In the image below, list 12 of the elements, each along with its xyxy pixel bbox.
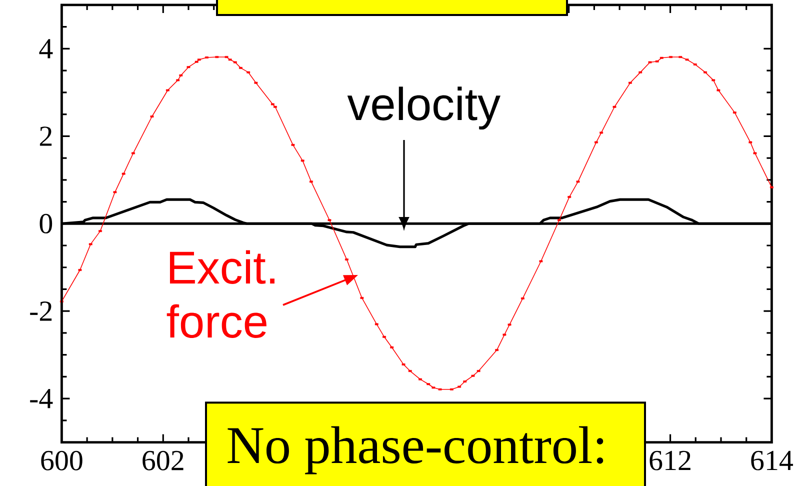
x-tick-label: 614 — [751, 450, 794, 470]
annotation: No phase-control: — [228, 426, 604, 474]
y-tick-label: -4 — [30, 389, 53, 408]
x-tick-label: 612 — [650, 450, 690, 470]
y-tick-label: 0 — [40, 214, 52, 234]
x-tick-label: 602 — [142, 450, 184, 470]
y-tick-label: 4 — [39, 39, 53, 58]
x-tick-label: 600 — [41, 450, 82, 470]
y-tick-label: -2 — [30, 302, 52, 321]
text: velocity — [347, 86, 500, 130]
legend-label: Excit. force — [166, 250, 274, 338]
y-tick-label: 2 — [40, 126, 52, 146]
